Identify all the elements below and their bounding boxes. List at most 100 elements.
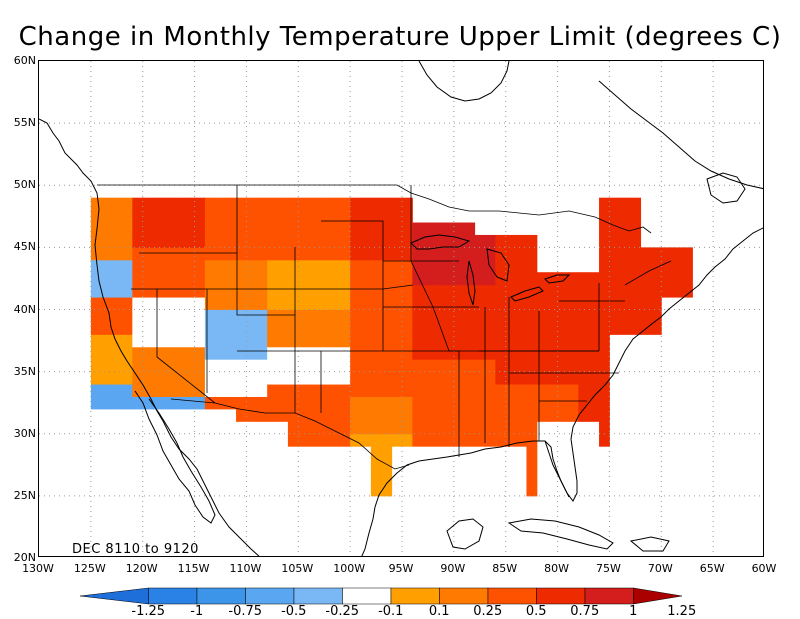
grid-cell [526, 446, 538, 460]
grid-cell [319, 346, 330, 360]
grid-cell [319, 421, 330, 435]
grid-cell [391, 433, 403, 447]
grid-cell [319, 359, 330, 373]
grid-cell [287, 297, 299, 310]
grid-cell [453, 284, 465, 298]
grid-cell [319, 297, 330, 310]
grid-cell [184, 272, 196, 286]
grid-cell [225, 334, 237, 348]
grid-cell [90, 197, 102, 211]
grid-cell [381, 384, 393, 397]
grid-cell [464, 384, 476, 397]
grid-cell [422, 346, 434, 360]
grid-cell [184, 234, 196, 248]
grid-cell [412, 272, 424, 286]
grid-cell [526, 433, 538, 447]
grid-cell [370, 433, 382, 447]
grid-cell [536, 396, 548, 410]
grid-cell [526, 396, 538, 410]
grid-cell [360, 197, 372, 211]
grid-cell [132, 210, 144, 224]
grid-cell [225, 396, 237, 410]
longitude-tick-label: 75W [595, 562, 621, 575]
grid-cell [319, 247, 330, 261]
grid-cell [173, 396, 185, 410]
grid-cell [391, 346, 403, 360]
grid-cell [246, 297, 258, 310]
grid-cell [153, 297, 164, 310]
grid-cell [298, 259, 310, 273]
grid-cell [184, 346, 196, 360]
grid-cell [319, 284, 330, 298]
grid-cell [495, 421, 507, 435]
grid-cell [287, 210, 299, 224]
grid-cell [194, 359, 206, 373]
grid-cell [90, 272, 102, 286]
grid-cell [184, 334, 196, 348]
grid-cell [443, 359, 455, 373]
grid-cell [153, 234, 164, 248]
grid-cell [422, 284, 434, 298]
grid-cell [630, 309, 642, 323]
grid-cell [350, 197, 362, 211]
grid-cell [132, 309, 144, 323]
grid-cell [567, 334, 579, 348]
period-label: DEC 8110 to 9120 [72, 542, 199, 557]
colorbar-segment [342, 587, 392, 605]
grid-cell [308, 297, 320, 310]
grid-cell [433, 234, 444, 248]
grid-cell [402, 259, 413, 273]
grid-cell [194, 259, 206, 273]
grid-cell [153, 197, 164, 211]
grid-cell [277, 371, 289, 385]
grid-cell [433, 421, 444, 435]
grid-cell [111, 297, 123, 310]
grid-cell [619, 259, 631, 273]
grid-cell [402, 433, 413, 447]
grid-cell [225, 210, 237, 224]
grid-cell [329, 284, 341, 298]
grid-cell [132, 321, 144, 335]
grid-cell [557, 396, 569, 410]
colorbar-segment [196, 587, 246, 605]
grid-cell [557, 309, 569, 323]
baja-coastline [134, 390, 216, 524]
grid-cell [433, 334, 444, 348]
grid-cell [474, 384, 486, 397]
grid-cell [350, 433, 362, 447]
grid-cell [630, 321, 642, 335]
grid-cell [464, 408, 476, 422]
grid-cell [443, 234, 455, 248]
grid-cell [505, 384, 517, 397]
grid-cell [153, 384, 164, 397]
grid-cell [173, 197, 185, 211]
grid-cell [609, 247, 621, 261]
grid-cell [121, 396, 133, 410]
grid-cell [256, 396, 268, 410]
grid-cell [287, 222, 299, 236]
grid-cell [588, 334, 600, 348]
grid-cell [567, 297, 579, 310]
grid-cell [453, 272, 465, 286]
grid-cell [121, 371, 133, 385]
grid-cell [547, 272, 559, 286]
grid-cell [101, 359, 113, 373]
grid-cell [391, 334, 403, 348]
grid-cell [640, 309, 652, 323]
grid-cell [101, 210, 113, 224]
grid-cell [360, 210, 372, 224]
grid-cell [599, 371, 610, 385]
grid-cell [225, 346, 237, 360]
grid-cell [474, 421, 486, 435]
grid-cell [650, 284, 662, 298]
grid-cell [215, 210, 227, 224]
grid-cell [225, 272, 237, 286]
grid-cell [671, 272, 683, 286]
grid-cell [350, 421, 362, 435]
grid-cell [484, 421, 496, 435]
grid-cell [101, 197, 113, 211]
grid-cell [173, 222, 185, 236]
grid-cell [516, 259, 527, 273]
grid-cell [381, 272, 393, 286]
grid-cell [505, 433, 517, 447]
